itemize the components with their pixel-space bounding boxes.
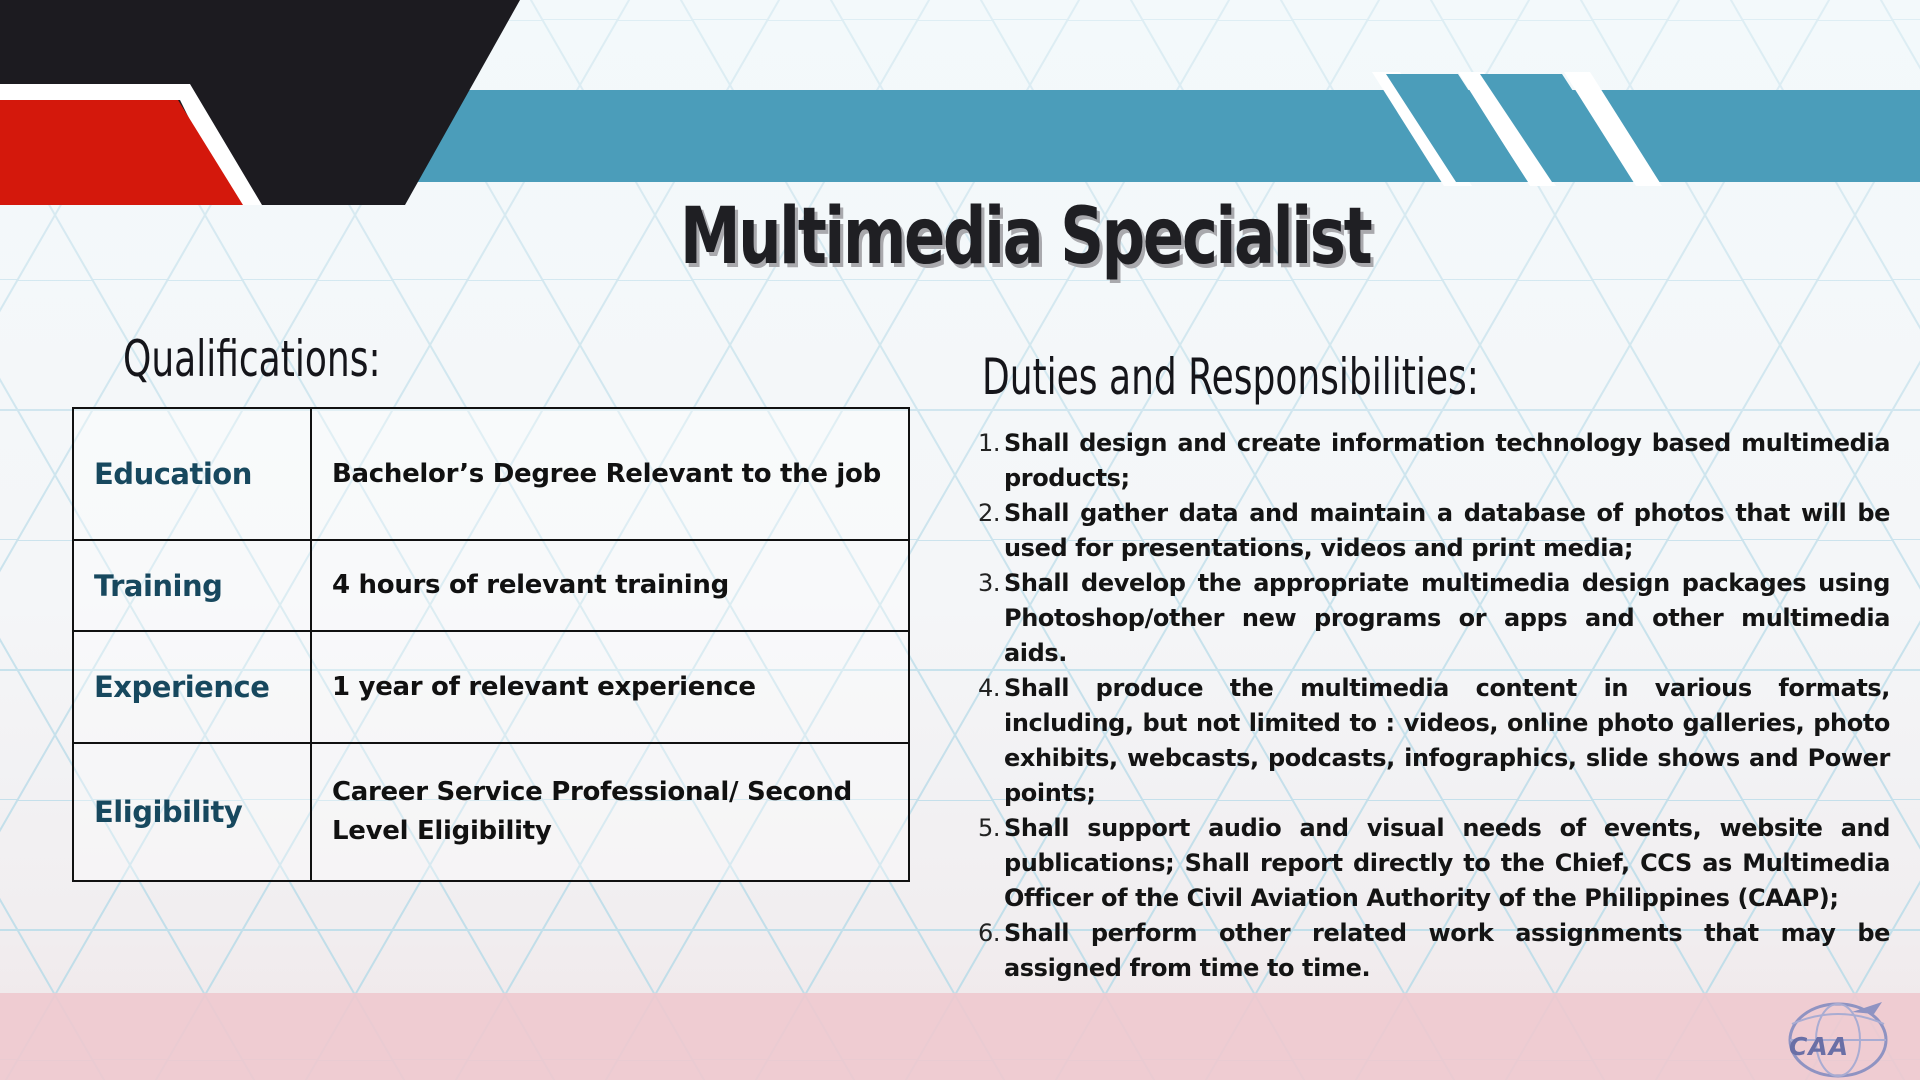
eligibility-label: Eligibility	[72, 742, 312, 882]
duty-number: 6.	[978, 919, 1001, 947]
duty-text: Shall produce the multimedia content in …	[1004, 674, 1890, 807]
duty-text: Shall design and create information tech…	[1004, 429, 1890, 492]
experience-label: Experience	[72, 630, 312, 744]
header-white-divider	[0, 84, 262, 205]
table-row-education: Education Bachelor’s Degree Relevant to …	[72, 407, 910, 541]
duty-number: 5.	[978, 814, 1001, 842]
experience-value: 1 year of relevant experience	[310, 630, 910, 744]
caap-logo-icon	[1788, 1002, 1888, 1078]
duty-number: 4.	[978, 674, 1001, 702]
education-label: Education	[72, 407, 312, 541]
duty-item: 4. Shall produce the multimedia content i…	[978, 671, 1890, 811]
header-decoration	[0, 0, 1920, 205]
bottom-pink-band	[0, 993, 1920, 1080]
page-title: Multimedia Specialist	[680, 192, 1373, 282]
header-red-shape	[0, 100, 243, 205]
duty-item: 5. Shall support audio and visual needs o…	[978, 811, 1890, 916]
duty-text: Shall perform other related work assignm…	[1004, 919, 1890, 982]
training-label: Training	[72, 539, 312, 632]
table-row-eligibility: Eligibility Career Service Professional/…	[72, 742, 910, 882]
header-blue-tab-2	[1480, 74, 1632, 182]
duty-number: 2.	[978, 499, 1001, 527]
duty-text: Shall develop the appropriate multimedia…	[1004, 569, 1890, 667]
logo-text: CAA	[1789, 1032, 1850, 1061]
duties-list: 1. Shall design and create information te…	[978, 426, 1890, 986]
duty-text: Shall gather data and maintain a databas…	[1004, 499, 1890, 562]
eligibility-value: Career Service Professional/ Second Leve…	[310, 742, 910, 882]
duty-number: 1.	[978, 429, 1001, 457]
duty-item: 2. Shall gather data and maintain a datab…	[978, 496, 1890, 566]
duty-item: 1. Shall design and create information te…	[978, 426, 1890, 496]
qualifications-heading: Qualifications:	[123, 330, 381, 388]
duty-item: 3. Shall develop the appropriate multimed…	[978, 566, 1890, 671]
duty-text: Shall support audio and visual needs of …	[1004, 814, 1890, 912]
header-slash-2	[1458, 72, 1556, 186]
duties-heading: Duties and Responsibilities:	[982, 348, 1479, 406]
duty-number: 3.	[978, 569, 1001, 597]
header-blue-tab-1	[1386, 74, 1528, 182]
table-row-training: Training 4 hours of relevant training	[72, 539, 910, 632]
education-value: Bachelor’s Degree Relevant to the job	[310, 407, 910, 541]
duty-item: 6. Shall perform other related work assig…	[978, 916, 1890, 986]
header-slash-3	[1564, 72, 1662, 186]
training-value: 4 hours of relevant training	[310, 539, 910, 632]
table-row-experience: Experience 1 year of relevant experience	[72, 630, 910, 744]
qualifications-table: Education Bachelor’s Degree Relevant to …	[72, 407, 910, 882]
header-blue-stripe	[400, 90, 1920, 182]
